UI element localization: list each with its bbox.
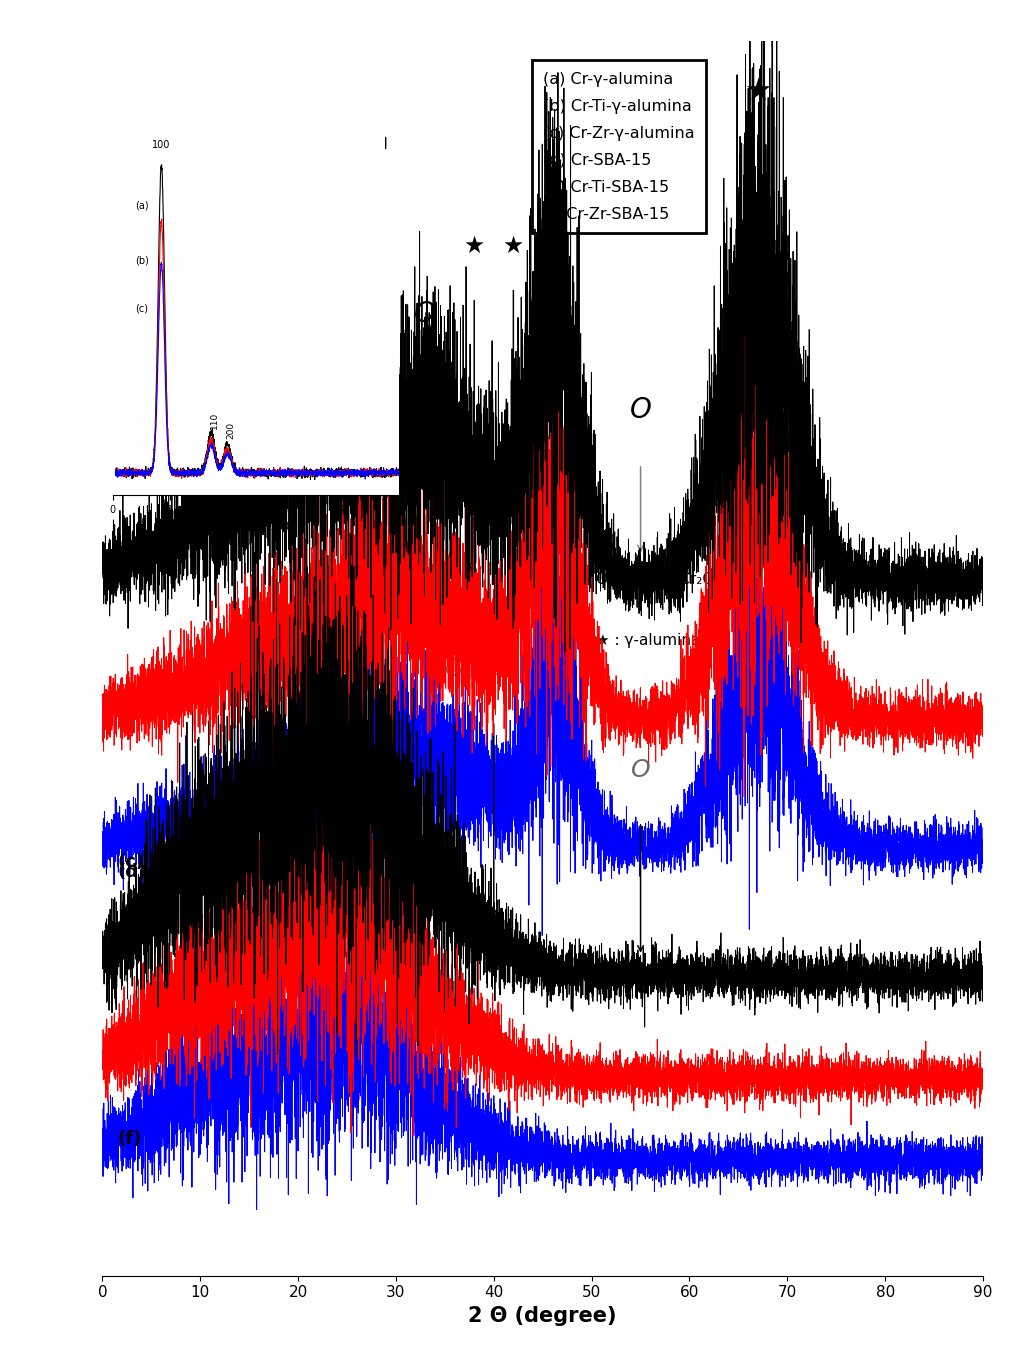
Text: O: O — [484, 657, 504, 681]
Text: ★: ★ — [744, 77, 772, 106]
X-axis label: 2 Θ (degree): 2 Θ (degree) — [468, 1305, 617, 1326]
Text: ★ : γ-alumina: ★ : γ-alumina — [596, 634, 700, 649]
X-axis label: 2Θ (degree): 2Θ (degree) — [222, 521, 290, 531]
Text: O: O — [327, 300, 348, 328]
Text: 100: 100 — [153, 140, 171, 149]
Text: (a): (a) — [117, 546, 145, 563]
Text: (b): (b) — [135, 255, 150, 266]
Text: (a): (a) — [135, 199, 150, 210]
Text: O: O — [631, 757, 650, 782]
Text: (d): (d) — [117, 863, 146, 881]
Text: O: O — [444, 657, 465, 681]
Text: 110: 110 — [210, 411, 219, 429]
Text: (a) Cr-γ-alumina
(b) Cr-Ti-γ-alumina
(c) Cr-Zr-γ-alumina
(d) Cr-SBA-15
(e) Cr-Ti: (a) Cr-γ-alumina (b) Cr-Ti-γ-alumina (c)… — [543, 72, 694, 221]
Text: (b): (b) — [117, 702, 146, 721]
Text: (e): (e) — [117, 1015, 145, 1033]
Text: (c): (c) — [135, 304, 148, 313]
Text: (f): (f) — [117, 1130, 141, 1148]
Text: O : crystal Cr₂O₃: O : crystal Cr₂O₃ — [596, 571, 720, 586]
Text: O: O — [630, 396, 651, 423]
Text: ★: ★ — [503, 233, 524, 258]
Text: 200: 200 — [226, 422, 236, 440]
Text: ★: ★ — [539, 122, 566, 152]
Text: ★: ★ — [464, 233, 484, 258]
Text: (c): (c) — [117, 854, 144, 871]
Text: O: O — [415, 300, 436, 328]
